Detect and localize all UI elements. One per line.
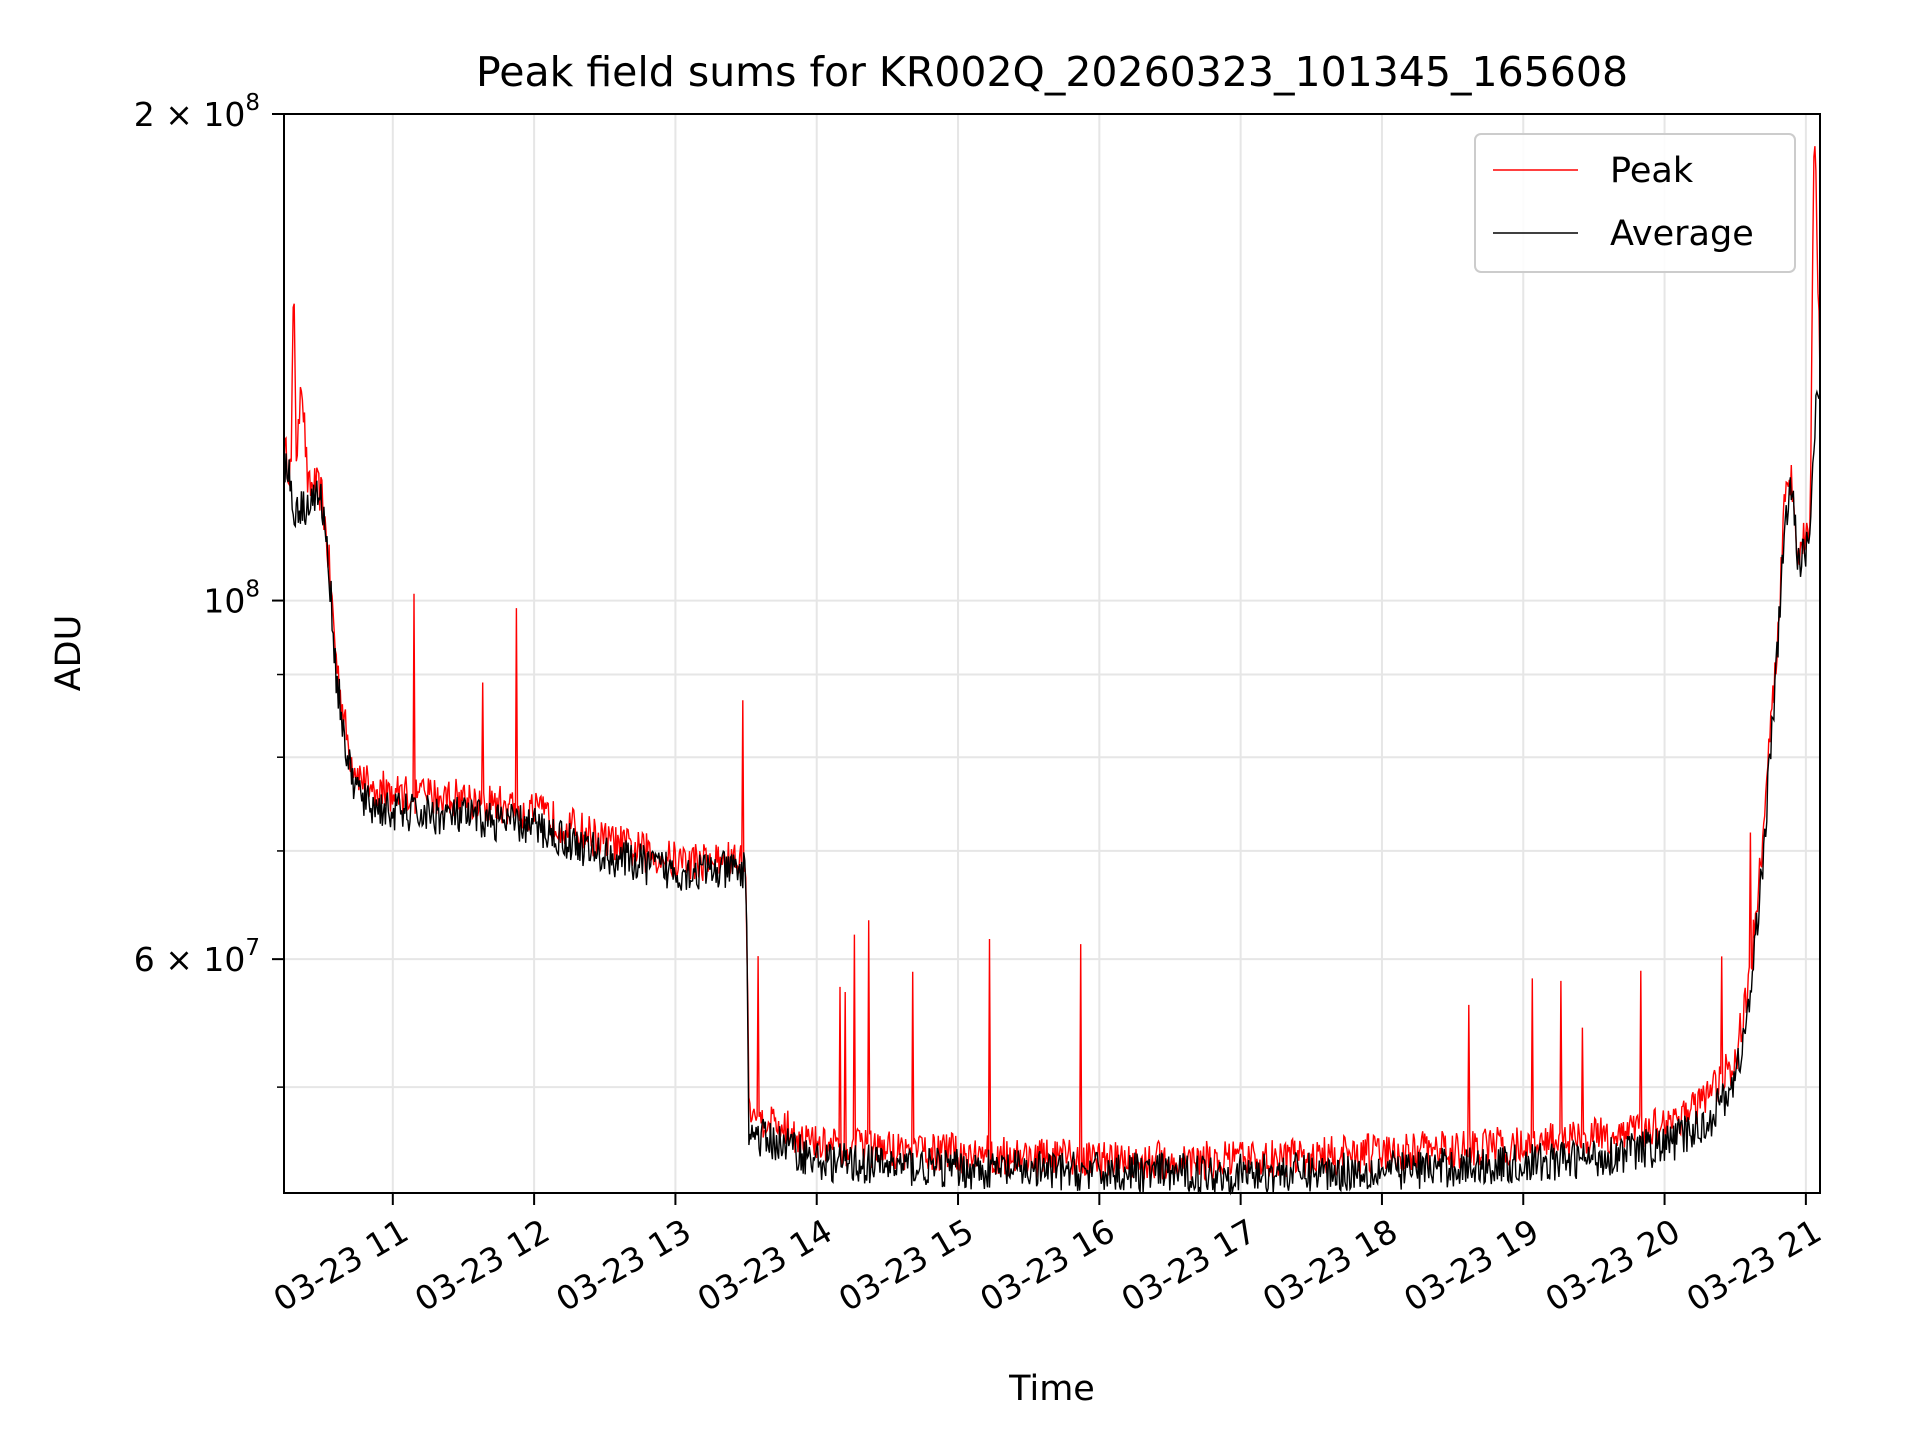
legend-box <box>1474 133 1796 273</box>
y-tick-mantissa: 10 <box>203 582 245 621</box>
legend: Peak Average <box>1474 133 1796 273</box>
plot-series <box>283 146 1821 1196</box>
y-tick-mantissa: 6 × 10 <box>134 940 246 979</box>
y-tick-label: 108 <box>203 577 260 621</box>
y-tick-exponent: 7 <box>245 935 260 961</box>
plot-frame <box>283 113 1821 1194</box>
chart-title: Peak field sums for KR002Q_20260323_1013… <box>476 48 1628 96</box>
y-tick-label: 2 × 108 <box>134 90 260 134</box>
y-axis-label: ADU <box>49 615 89 692</box>
y-tick-exponent: 8 <box>245 90 260 116</box>
y-tick-exponent: 8 <box>245 577 260 603</box>
grid <box>284 113 1820 1193</box>
legend-peak-label: Peak <box>1610 151 1694 191</box>
x-axis-label: Time <box>1008 1369 1095 1409</box>
y-tick-label: 6 × 107 <box>134 935 260 979</box>
legend-average-label: Average <box>1610 214 1754 254</box>
y-tick-mantissa: 2 × 10 <box>134 95 246 134</box>
series-average-line <box>283 389 1821 1196</box>
